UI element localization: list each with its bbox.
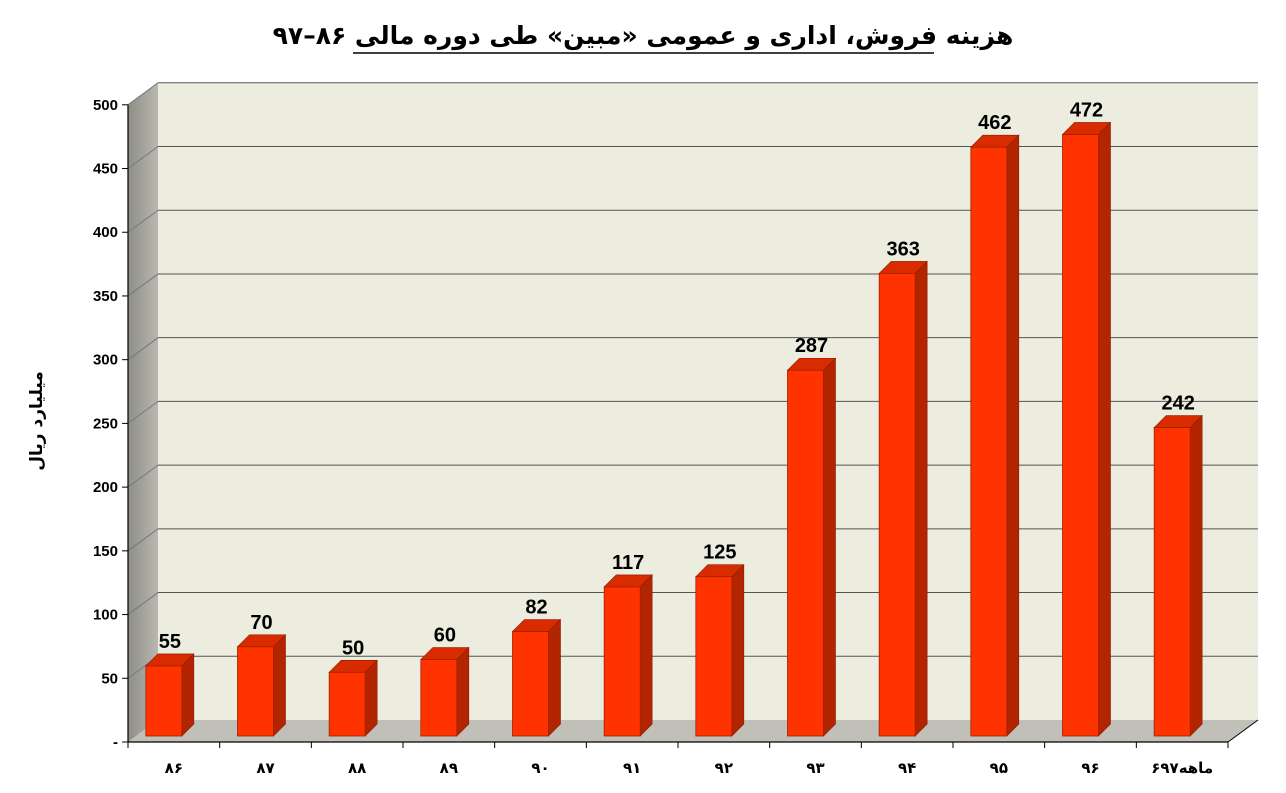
data-label: 82 [525,596,547,618]
gridline-side [127,82,159,106]
x-tick-label: ۹۵ [990,759,1008,777]
bar [1153,427,1191,737]
bar-side [639,574,653,737]
y-axis-label: میلیارد ریال [27,371,47,470]
bar [1062,134,1099,737]
x-tick-label: ۹۲ [715,759,733,777]
data-label: 50 [342,637,364,659]
gridline-side [127,592,159,615]
x-tick-label: ۹۱ [623,759,641,777]
chart-title: هزینه فروش، اداری و عمومی «مبین» طی دوره… [273,21,1014,51]
data-label: 70 [250,612,272,634]
plot-area: - 50 100 150 200 250 300 350 400 450 500 55 ۸۶ 70 ۸۷ 50… [93,82,1259,777]
bar-side [731,563,745,737]
bar-side [273,634,286,737]
y-tick-label: 400 [93,224,118,241]
bar-side [181,653,195,737]
gridline-side [127,146,159,169]
bar-side [1098,121,1111,737]
y-tick-label: 150 [93,543,118,560]
x-tick-label: ۹۰ [531,759,549,777]
bar [145,665,183,737]
x-tick-label: ۶ماهه۹۷ [1151,759,1213,777]
gridline-side [127,400,159,424]
data-label: 117 [612,552,644,574]
x-tick-label: ۸۸ [348,759,366,777]
data-label: 60 [434,625,456,647]
bar [603,586,641,737]
bar-side [823,357,836,737]
bar [970,146,1008,737]
bar-side [456,646,470,737]
bar [695,576,733,737]
x-tick-label: ۸۷ [256,759,274,777]
bar [420,659,458,737]
data-label: 363 [886,238,919,260]
data-label: 462 [978,112,1011,134]
bar-side [1006,134,1020,737]
bar-side [548,618,561,737]
x-tick-label: ۹۶ [1081,759,1099,777]
x-tick-label: ۸۶ [165,759,183,777]
gridline-side [127,209,159,233]
y-tick-label: 50 [101,670,118,687]
data-label: 242 [1161,393,1194,415]
gridline-side [127,273,159,297]
bar [878,272,916,737]
x-axis-edge [1227,719,1259,743]
bar-side [1189,414,1203,737]
bar [512,631,549,737]
bar [328,671,366,737]
y-tick-label: 300 [93,352,118,369]
bar [787,369,824,737]
bar-side [364,659,378,737]
bar [237,646,274,737]
x-tick-label: ۹۴ [898,759,916,777]
y-tick-label: 350 [93,288,118,305]
y-tick-label: 450 [93,161,118,178]
gridline-side [127,528,159,552]
data-label: 287 [795,335,828,357]
data-label: 55 [159,631,181,653]
y-tick-label: 200 [93,479,118,496]
data-label: 125 [703,542,736,564]
gridline-side [127,337,159,361]
bar-side [914,260,928,737]
data-label: 472 [1070,99,1103,121]
y-tick-label: 250 [93,415,118,432]
y-tick-label: 500 [93,97,118,114]
gridline-side [127,464,159,488]
y-tick-label: 100 [93,607,118,624]
x-tick-label: ۸۹ [440,759,458,777]
x-tick-label: ۹۳ [806,759,824,777]
y-tick-label: - [113,734,118,751]
